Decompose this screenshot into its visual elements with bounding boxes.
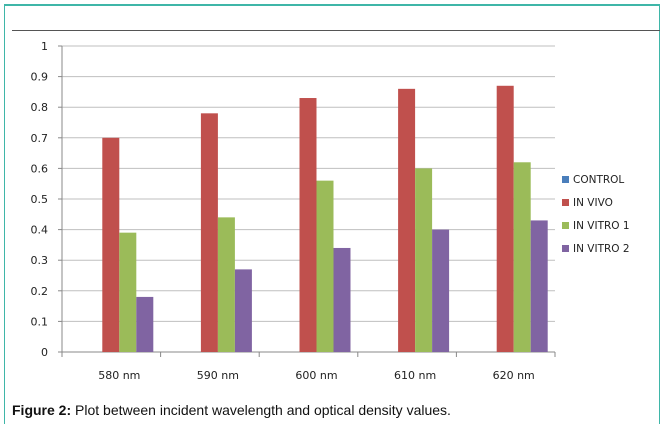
caption-label: Figure 2:: [12, 402, 72, 418]
legend-label: IN VITRO 1: [573, 219, 630, 232]
x-tick-label: 610 nm: [394, 369, 436, 382]
legend-swatch: [562, 176, 569, 183]
top-rule: [12, 30, 660, 31]
bar-in-vitro-2-4: [530, 220, 548, 352]
bar-in-vivo-2: [299, 98, 317, 353]
legend-label: CONTROL: [573, 173, 625, 186]
figure-caption: Figure 2: Plot between incident waveleng…: [12, 402, 652, 418]
y-tick-label: 1: [41, 40, 48, 53]
y-tick-label: 0.5: [31, 193, 49, 206]
bar-in-vivo-1: [200, 113, 218, 352]
legend-item: CONTROL: [562, 168, 630, 191]
legend-label: IN VIVO: [573, 196, 613, 209]
y-tick-label: 0.2: [31, 285, 49, 298]
bar-in-vitro-1-1: [217, 217, 235, 352]
y-tick-label: 0.1: [31, 315, 49, 328]
x-tick-label: 580 nm: [98, 369, 140, 382]
caption-text: Plot between incident wavelength and opt…: [71, 402, 451, 418]
legend-swatch: [562, 199, 569, 206]
y-tick-label: 0: [41, 346, 48, 359]
bar-in-vivo-4: [496, 85, 514, 352]
bar-in-vitro-1-0: [119, 232, 137, 352]
legend-swatch: [562, 222, 569, 229]
legend-swatch: [562, 245, 569, 252]
bar-in-vitro-1-3: [415, 168, 433, 352]
legend-label: IN VITRO 2: [573, 242, 630, 255]
bar-in-vitro-2-1: [234, 269, 252, 352]
bar-in-vivo-0: [102, 137, 120, 352]
y-tick-label: 0.8: [31, 101, 49, 114]
legend-item: IN VIVO: [562, 191, 630, 214]
y-tick-label: 0.6: [31, 162, 49, 175]
bar-in-vitro-1-2: [316, 180, 334, 352]
y-tick-label: 0.3: [31, 254, 49, 267]
y-tick-label: 0.7: [31, 132, 49, 145]
bar-in-vitro-2-3: [432, 229, 450, 352]
x-tick-label: 590 nm: [197, 369, 239, 382]
bar-in-vitro-1-4: [513, 162, 531, 352]
x-tick-label: 600 nm: [295, 369, 337, 382]
y-tick-label: 0.4: [31, 224, 49, 237]
y-tick-label: 0.9: [31, 71, 49, 84]
chart-legend: CONTROL IN VIVO IN VITRO 1 IN VITRO 2: [562, 168, 630, 260]
bar-in-vitro-2-2: [333, 247, 351, 352]
legend-item: IN VITRO 2: [562, 237, 630, 260]
bar-in-vivo-3: [398, 88, 416, 352]
x-tick-label: 620 nm: [493, 369, 535, 382]
legend-item: IN VITRO 1: [562, 214, 630, 237]
bar-in-vitro-2-0: [136, 296, 154, 352]
